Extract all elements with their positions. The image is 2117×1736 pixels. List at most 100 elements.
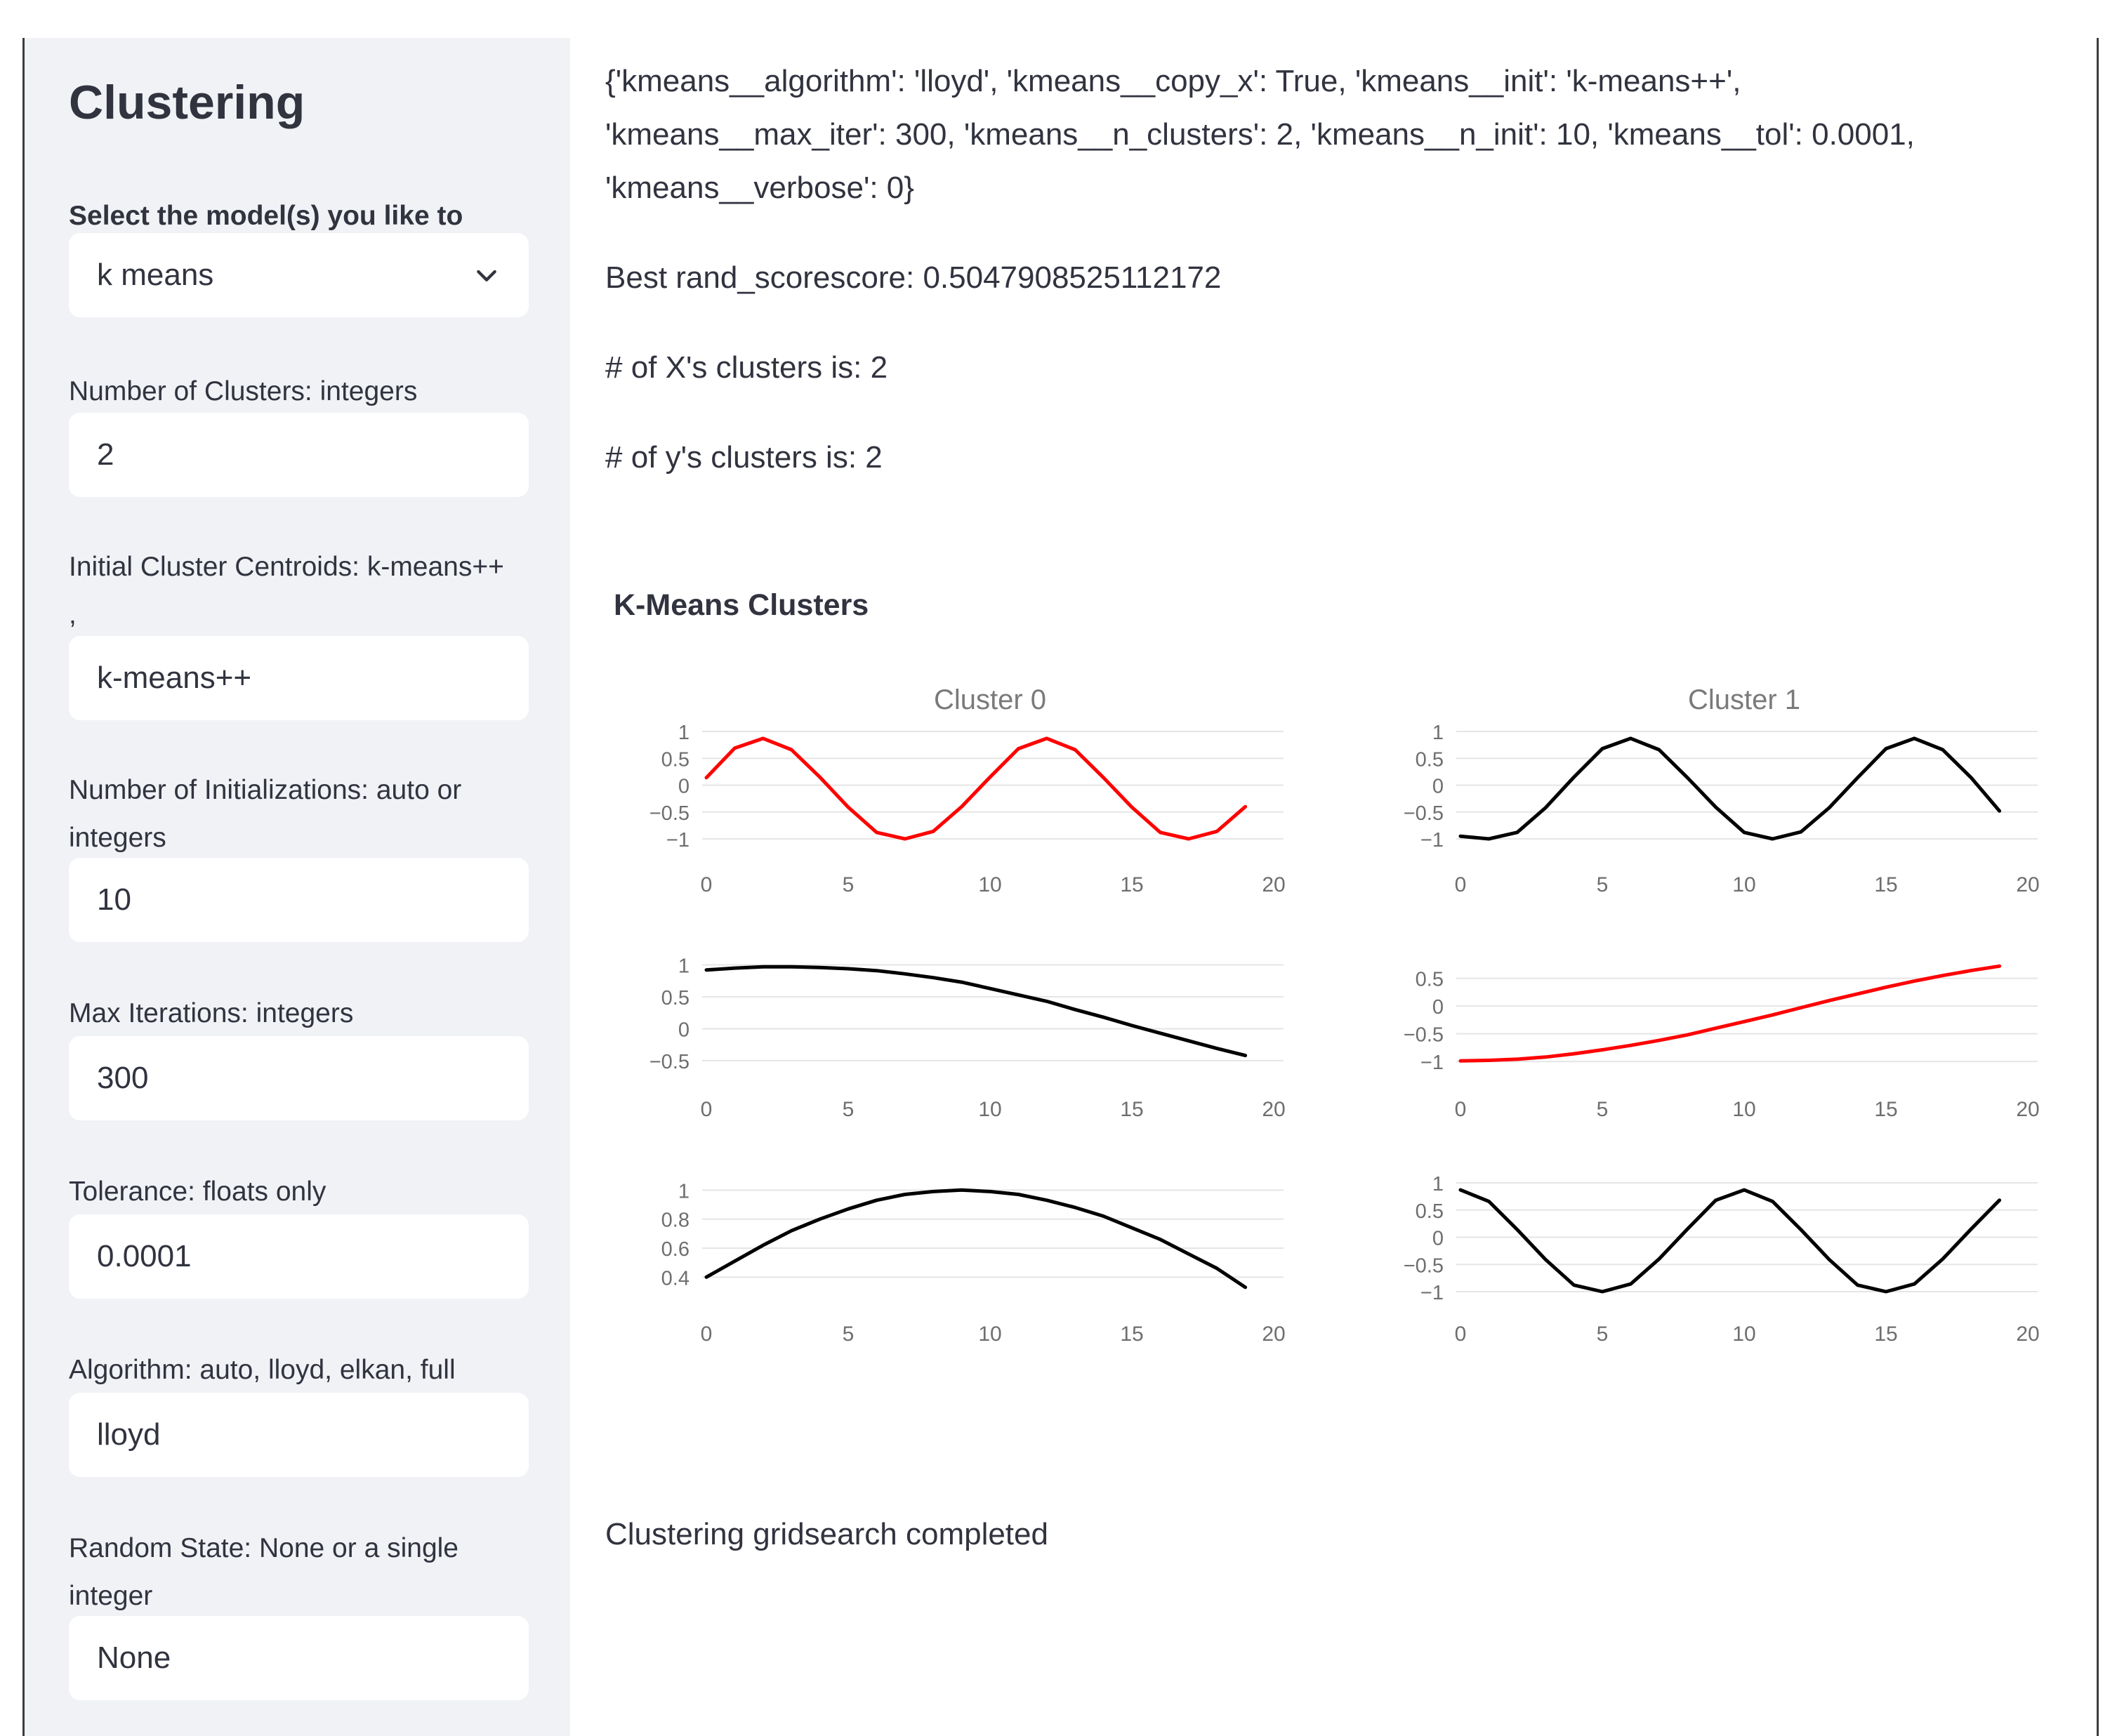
tolerance-label: Tolerance: floats only: [69, 1177, 327, 1207]
status-message: Clustering gridsearch completed: [605, 1517, 1048, 1551]
x-tick-label: 20: [1262, 1098, 1285, 1121]
y-tick-label: 1: [678, 1180, 690, 1202]
sidebar: Clustering Select the model(s) you like …: [25, 38, 570, 1736]
x-tick-label: 15: [1120, 1098, 1143, 1121]
algorithm-input[interactable]: lloyd: [69, 1393, 529, 1477]
y-tick-label: −1: [1420, 1282, 1444, 1304]
y-tick-label: 0: [1432, 776, 1444, 798]
max-iter-label: Max Iterations: integers: [69, 998, 354, 1028]
subplot-title: Cluster 0: [934, 684, 1046, 715]
y-tick-label: 0.5: [1416, 969, 1444, 991]
y-clusters-text: # of y's clusters is: 2: [605, 440, 883, 475]
x-tick-label: 0: [701, 1323, 713, 1346]
y-tick-label: 0.6: [661, 1238, 690, 1261]
y-tick-label: −1: [666, 829, 690, 852]
series-line: [704, 965, 1248, 1058]
series-line: [1458, 1188, 2002, 1294]
x-tick-label: 10: [1732, 873, 1755, 896]
x-tick-label: 10: [978, 1323, 1001, 1346]
random-state-label: Random State: None or a single integer: [69, 1525, 518, 1620]
init-input[interactable]: k-means++: [69, 636, 529, 720]
y-tick-label: −0.5: [1404, 802, 1444, 825]
n-init-label-line1: Number of Initializations: auto or: [69, 775, 462, 805]
x-tick-label: 0: [1455, 1323, 1467, 1346]
n-init-label: Number of Initializations: auto or integ…: [69, 767, 518, 862]
random-state-label-line1: Random State: None or a single: [69, 1533, 459, 1563]
x-tick-label: 5: [1597, 1323, 1609, 1346]
x-tick-label: 0: [701, 1098, 713, 1121]
params-line: 'kmeans__verbose': 0}: [605, 171, 914, 205]
x-tick-label: 5: [1597, 1098, 1609, 1121]
y-tick-label: −0.5: [1404, 1024, 1444, 1047]
y-tick-label: 0.4: [661, 1267, 690, 1290]
x-tick-label: 15: [1874, 1323, 1897, 1346]
algorithm-label: Algorithm: auto, lloyd, elkan, full: [69, 1355, 456, 1385]
algorithm-value: lloyd: [97, 1417, 161, 1452]
sidebar-title: Clustering: [69, 76, 305, 129]
x-tick-label: 20: [1262, 873, 1285, 896]
n-init-input[interactable]: 10: [69, 858, 529, 942]
chevron-down-icon: [477, 270, 496, 281]
series-line: [1458, 964, 2002, 1063]
series-line: [704, 736, 1248, 841]
x-tick-label: 0: [1455, 1098, 1467, 1121]
model-select[interactable]: k means: [69, 233, 529, 317]
best-params-text: {'kmeans__algorithm': 'lloyd', 'kmeans__…: [605, 55, 2052, 215]
x-tick-label: 0: [701, 873, 713, 896]
x-tick-label: 10: [978, 1098, 1001, 1121]
subplot-title: Cluster 1: [1688, 684, 1800, 715]
best-score-text: Best rand_scorescore: 0.5047908525112172: [605, 260, 1222, 295]
init-value: k-means++: [97, 661, 252, 695]
x-tick-label: 5: [843, 873, 855, 896]
y-tick-label: 0.8: [661, 1210, 690, 1232]
x-tick-label: 15: [1874, 873, 1897, 896]
y-tick-label: 1: [1432, 722, 1444, 744]
y-tick-label: −1: [1420, 1052, 1444, 1074]
series-line: [704, 1188, 1248, 1290]
params-line: {'kmeans__algorithm': 'lloyd', 'kmeans__…: [605, 64, 1741, 98]
x-tick-label: 15: [1120, 1323, 1143, 1346]
x-tick-label: 10: [978, 873, 1001, 896]
y-tick-label: 0: [1432, 1228, 1444, 1250]
random-state-value: None: [97, 1641, 171, 1675]
x-clusters-text: # of X's clusters is: 2: [605, 350, 888, 385]
random-state-input[interactable]: None: [69, 1616, 529, 1700]
x-tick-label: 20: [2016, 1098, 2039, 1121]
model-select-value: k means: [97, 258, 214, 292]
x-tick-label: 5: [843, 1323, 855, 1346]
x-tick-label: 20: [2016, 873, 2039, 896]
y-tick-label: −1: [1420, 829, 1444, 852]
y-tick-label: 0.5: [661, 987, 690, 1009]
max-iter-value: 300: [97, 1061, 149, 1095]
y-tick-label: 1: [678, 722, 690, 744]
y-tick-label: 0: [678, 1019, 690, 1041]
n-clusters-label: Number of Clusters: integers: [69, 376, 418, 406]
y-tick-label: 0.5: [1416, 748, 1444, 771]
x-tick-label: 20: [1262, 1323, 1285, 1346]
y-tick-label: 0: [678, 776, 690, 798]
n-init-value: 10: [97, 882, 131, 917]
n-init-label-line2: integers: [69, 823, 166, 853]
max-iter-input[interactable]: 300: [69, 1036, 529, 1120]
tolerance-input[interactable]: 0.0001: [69, 1214, 529, 1299]
tolerance-value: 0.0001: [97, 1239, 192, 1273]
chart-heading: K-Means Clusters: [614, 588, 869, 622]
n-clusters-value: 2: [97, 437, 114, 472]
x-tick-label: 15: [1120, 873, 1143, 896]
params-line: 'kmeans__max_iter': 300, 'kmeans__n_clus…: [605, 117, 1915, 152]
x-tick-label: 20: [2016, 1323, 2039, 1346]
x-tick-label: 5: [1597, 873, 1609, 896]
x-tick-label: 10: [1732, 1323, 1755, 1346]
y-tick-label: 1: [678, 955, 690, 978]
y-tick-label: 0: [1432, 996, 1444, 1019]
x-tick-label: 5: [843, 1098, 855, 1121]
random-state-label-line2: integer: [69, 1581, 153, 1611]
x-tick-label: 0: [1455, 873, 1467, 896]
x-tick-label: 10: [1732, 1098, 1755, 1121]
right-border: [2097, 38, 2099, 1736]
left-border: [22, 38, 25, 1736]
y-tick-label: 0.5: [1416, 1200, 1444, 1223]
n-clusters-input[interactable]: 2: [69, 413, 529, 497]
y-tick-label: −0.5: [649, 802, 690, 825]
